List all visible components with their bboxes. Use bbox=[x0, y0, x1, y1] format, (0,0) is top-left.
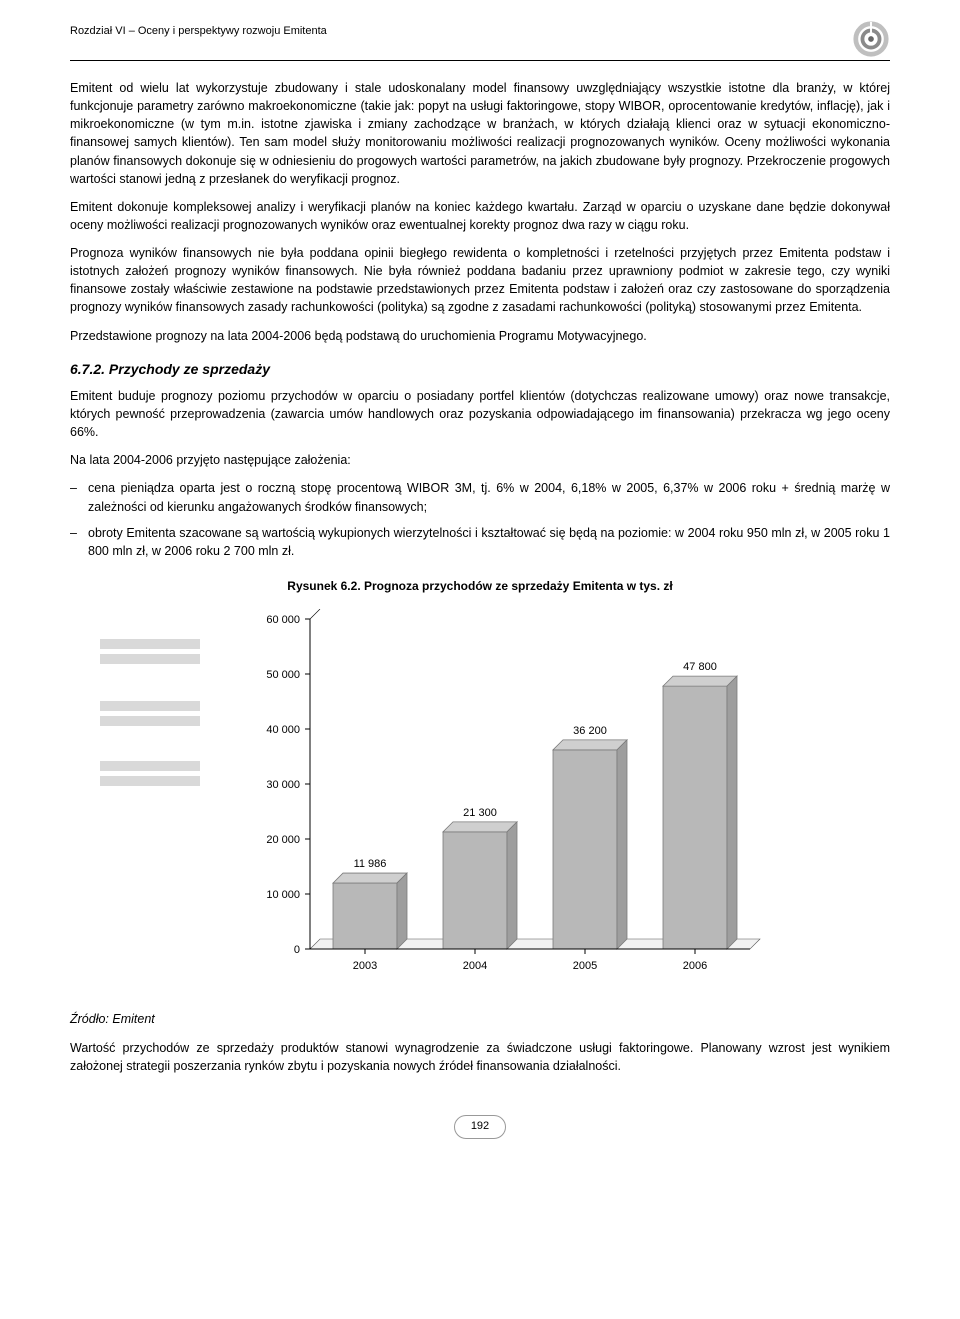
decoration-icon bbox=[100, 654, 200, 664]
chapter-title: Rozdział VI – Oceny i perspektywy rozwoj… bbox=[70, 20, 327, 40]
logo-icon bbox=[852, 20, 890, 58]
svg-text:2006: 2006 bbox=[683, 960, 707, 972]
paragraph: Emitent dokonuje kompleksowej analizy i … bbox=[70, 198, 890, 234]
svg-text:47 800: 47 800 bbox=[683, 661, 717, 673]
decoration-icon bbox=[100, 701, 200, 711]
paragraph: Emitent od wielu lat wykorzystuje zbudow… bbox=[70, 79, 890, 188]
decoration-icon bbox=[100, 776, 200, 786]
svg-text:40 000: 40 000 bbox=[266, 724, 300, 736]
chart-title: Rysunek 6.2. Prognoza przychodów ze sprz… bbox=[70, 578, 890, 595]
svg-text:2005: 2005 bbox=[573, 960, 597, 972]
svg-text:21 300: 21 300 bbox=[463, 807, 497, 819]
svg-text:11 986: 11 986 bbox=[354, 858, 387, 870]
svg-text:2004: 2004 bbox=[463, 960, 487, 972]
list-item: – cena pieniądza oparta jest o roczną st… bbox=[70, 479, 890, 515]
page-number-wrap: 192 bbox=[70, 1115, 890, 1139]
svg-text:60 000: 60 000 bbox=[266, 614, 300, 626]
decoration-icon bbox=[100, 639, 200, 649]
svg-text:0: 0 bbox=[294, 944, 300, 956]
chart-source: Źródło: Emitent bbox=[70, 1010, 890, 1028]
paragraph: Emitent buduje prognozy poziomu przychod… bbox=[70, 387, 890, 441]
svg-text:2003: 2003 bbox=[353, 960, 377, 972]
list-item: – obroty Emitenta szacowane są wartością… bbox=[70, 524, 890, 560]
svg-text:10 000: 10 000 bbox=[266, 889, 300, 901]
bullet-dash-icon: – bbox=[70, 479, 88, 515]
svg-text:20 000: 20 000 bbox=[266, 834, 300, 846]
chart-wrapper: 0 10 000 20 000 30 000 40 000 50 000 60 000 11 … bbox=[70, 609, 890, 994]
page-header: Rozdział VI – Oceny i perspektywy rozwoj… bbox=[70, 20, 890, 61]
list-item-text: cena pieniądza oparta jest o roczną stop… bbox=[88, 479, 890, 515]
svg-text:50 000: 50 000 bbox=[266, 669, 300, 681]
svg-text:30 000: 30 000 bbox=[266, 779, 300, 791]
chart-svg: 0 10 000 20 000 30 000 40 000 50 000 60 000 11 … bbox=[250, 609, 770, 989]
bullet-dash-icon: – bbox=[70, 524, 88, 560]
decoration-icon bbox=[100, 761, 200, 771]
paragraph: Prognoza wyników finansowych nie była po… bbox=[70, 244, 890, 317]
paragraph: Przedstawione prognozy na lata 2004-2006… bbox=[70, 327, 890, 345]
bar-chart: 0 10 000 20 000 30 000 40 000 50 000 60 000 11 … bbox=[250, 609, 770, 994]
paragraph: Wartość przychodów ze sprzedaży produktó… bbox=[70, 1039, 890, 1075]
svg-text:36 200: 36 200 bbox=[573, 725, 607, 737]
page-number: 192 bbox=[454, 1115, 506, 1139]
section-heading: 6.7.2. Przychody ze sprzedaży bbox=[70, 359, 890, 379]
list-item-text: obroty Emitenta szacowane są wartością w… bbox=[88, 524, 890, 560]
paragraph: Na lata 2004-2006 przyjęto następujące z… bbox=[70, 451, 890, 469]
decoration-icon bbox=[100, 716, 200, 726]
